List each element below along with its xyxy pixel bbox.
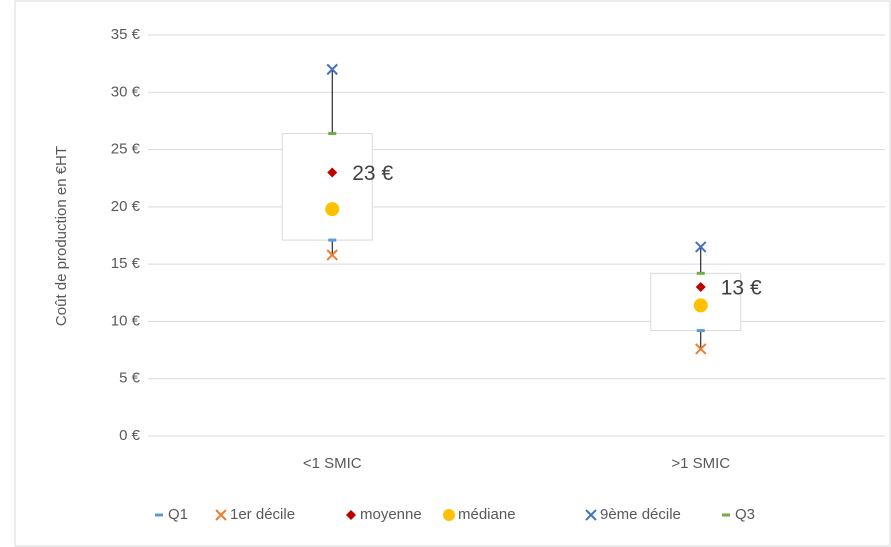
- y-tick-label: 15 €: [111, 255, 141, 272]
- box: [281, 133, 373, 241]
- marker: [325, 202, 340, 217]
- y-tick-label: 5 €: [119, 370, 141, 387]
- marker: [327, 167, 338, 178]
- marker: [693, 298, 708, 313]
- data-label: 13 €: [721, 277, 762, 300]
- legend-label: moyenne: [360, 506, 422, 523]
- y-axis-label: Coût de production en €HT: [53, 146, 70, 326]
- y-tick-label: 0 €: [119, 427, 141, 444]
- y-tick-label: 30 €: [111, 83, 141, 100]
- marker: [695, 241, 707, 253]
- chart-frame: [14, 0, 891, 547]
- legend-marker: [215, 509, 227, 521]
- legend-marker: [443, 509, 455, 521]
- y-tick-label: 35 €: [111, 26, 141, 43]
- legend-label: 1er décile: [230, 506, 295, 523]
- y-tick-label: 10 €: [111, 312, 141, 329]
- legend-label: Q1: [168, 506, 188, 523]
- x-tick-label: >1 SMIC: [671, 455, 730, 472]
- legend-label: 9ème décile: [600, 506, 681, 523]
- legend-label: Q3: [735, 506, 755, 523]
- y-tick-label: 25 €: [111, 141, 141, 158]
- marker: [695, 282, 706, 293]
- legend-marker: [585, 509, 597, 521]
- legend-marker: [346, 510, 356, 520]
- legend-label: médiane: [458, 506, 516, 523]
- y-tick-label: 20 €: [111, 198, 141, 215]
- x-tick-label: <1 SMIC: [303, 455, 362, 472]
- data-label: 23 €: [352, 162, 393, 185]
- marker: [326, 63, 338, 76]
- marker: [326, 249, 338, 261]
- marker: [695, 343, 707, 355]
